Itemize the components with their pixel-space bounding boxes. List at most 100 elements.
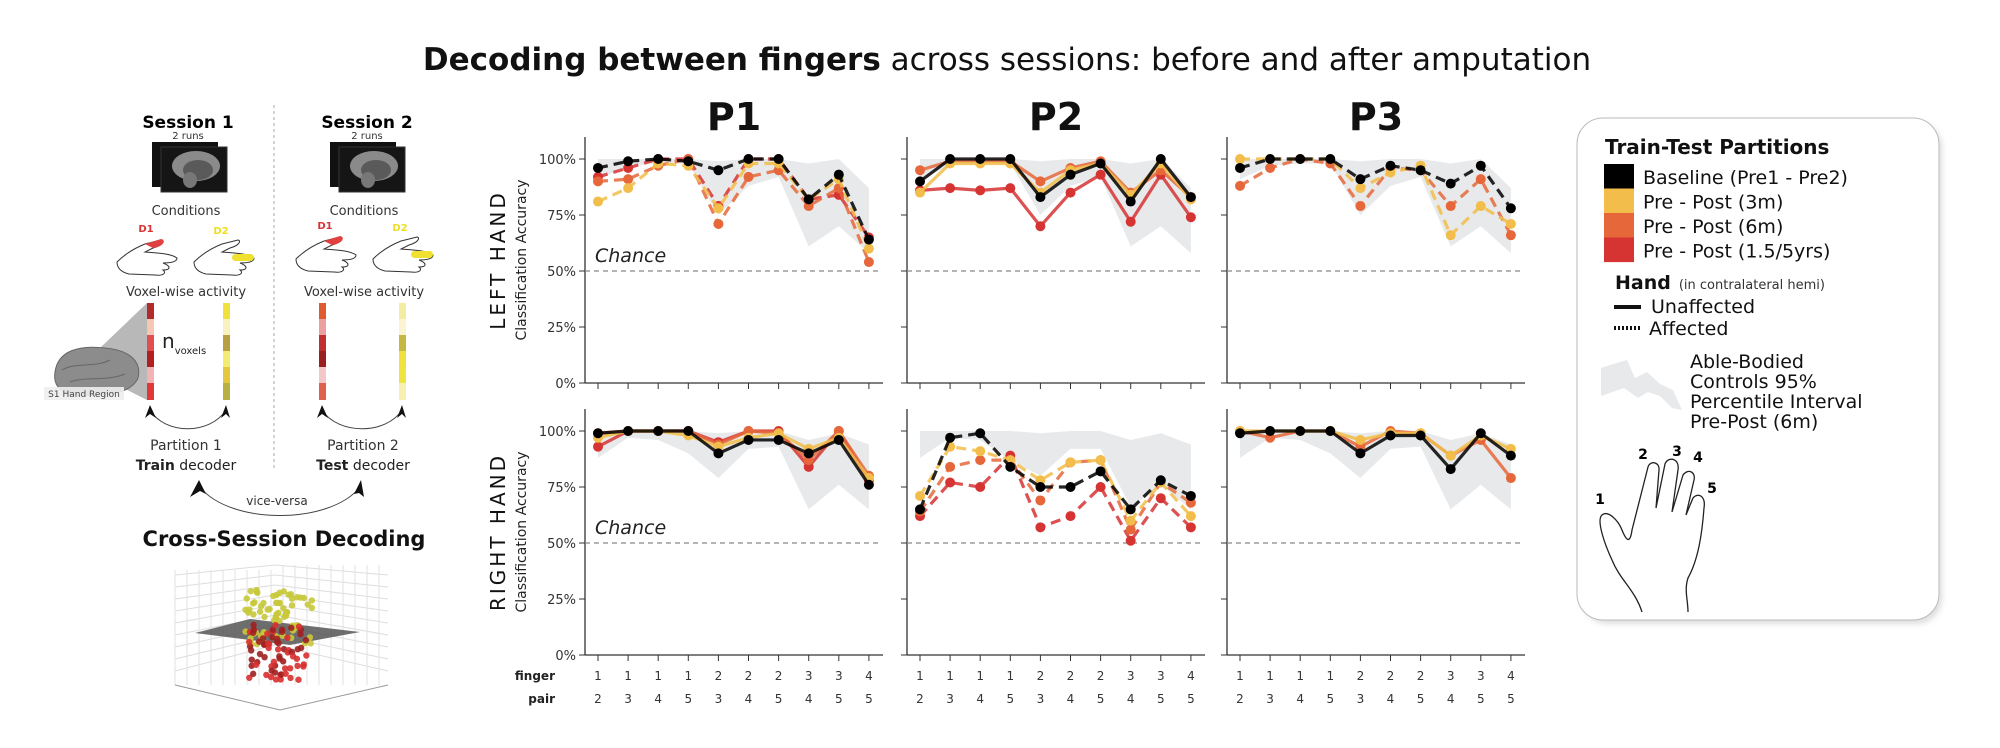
x-tick-finger: 1 [1266,669,1274,683]
data-point [863,257,874,268]
data-point [1125,515,1136,526]
d2-label: D2 [392,223,407,234]
finger-number: 3 [1672,444,1682,460]
data-point [1095,482,1106,492]
data-point [713,165,724,176]
y-axis-label: Classification Accuracy [514,180,530,341]
data-point [1035,482,1046,492]
data-point [1125,216,1136,227]
data-point [1295,426,1306,436]
n-voxels-label: nvoxels [162,329,206,357]
arrow-train [149,409,227,430]
data-point [713,448,724,459]
data-point [1475,174,1486,185]
y-tick-label: 25% [547,321,576,336]
data-point [743,154,754,164]
x-tick-pair: 3 [715,692,723,706]
data-point [833,434,844,445]
data-point [683,156,694,167]
data-point [1095,455,1106,466]
data-point [1065,457,1076,468]
legend-swatch-1 [1604,188,1634,214]
title-bold: Decoding between fingers [423,42,881,78]
d2-label: D2 [213,226,228,237]
arrow-test [321,409,403,430]
series-line [918,445,1193,523]
data-point [1185,490,1196,501]
data-point [1355,183,1366,194]
partition-1-label: Partition 1 [150,438,222,454]
decoding-3d-scatter-image [174,564,389,711]
legend-title: Train-Test Partitions [1605,135,1829,159]
series-line [1239,157,1513,236]
x-tick-pair: 5 [1187,692,1195,706]
data-point [1355,201,1366,212]
y-tick-label: 25% [547,593,576,608]
data-point [915,176,925,187]
y-tick-label: 100% [539,425,576,440]
data-point [1475,160,1486,171]
conditions-label: Conditions [152,204,221,219]
data-point [1125,196,1136,207]
series-0 [1235,154,1516,214]
data-point [1185,522,1196,533]
y-tick-label: 50% [547,265,576,280]
control-interval-band [920,431,1191,510]
data-point [1445,201,1456,212]
x-tick-pair: 5 [1417,692,1425,706]
session-1: Session 1 2 runs Conditions D1 D2 Voxel-… [44,113,255,474]
data-point [1505,450,1516,461]
data-point [1005,461,1016,472]
test-decoder-label: Test decoder [316,458,410,474]
data-point [1445,464,1456,475]
data-point [1065,169,1076,180]
x-tick-pair: 3 [1037,692,1045,706]
data-point [593,196,603,207]
control-interval-band [1240,159,1511,254]
x-tick-pair: 5 [1006,692,1014,706]
x-tick-finger: 1 [624,669,632,683]
x-tick-finger: 1 [946,669,954,683]
x-tick-finger: 4 [1507,669,1515,683]
legend-box: Train-Test Partitions Baseline (Pre1 - P… [1576,117,1942,624]
x-tick-pair: 4 [654,692,662,706]
partition-2-label: Partition 2 [327,438,399,454]
x-tick-finger: 1 [684,669,692,683]
data-point [623,156,634,167]
series-line [918,458,1192,532]
participant-title: P3 [1349,95,1403,139]
data-point [743,171,754,182]
x-tick-pair: 5 [1097,692,1105,706]
data-point [1235,162,1245,173]
data-point [1035,176,1046,187]
data-point [1415,430,1426,441]
brain-surface-image: S1 Hand Region [44,303,147,400]
data-point [1385,430,1396,441]
vice-versa-label: vice-versa [246,494,307,508]
x-tick-finger: 2 [1067,669,1075,683]
x-tick-finger: 3 [805,669,813,683]
voxel-activity-label: Voxel-wise activity [304,285,424,300]
x-tick-pair: 5 [865,692,873,706]
data-point [1415,165,1426,176]
x-tick-finger: 2 [775,669,783,683]
data-point [1445,230,1456,241]
legend-swatch-2 [1604,213,1634,238]
data-point [1505,203,1516,214]
panel-p2-right-hand: 1 2 1 3 1 4 1 5 2 3 2 4 2 5 3 4 3 5 4 5 [901,409,1205,706]
participant-title: P2 [1029,95,1083,139]
finger-row-label: finger [515,669,555,683]
legend-partition-label: Pre - Post (3m) [1643,192,1783,214]
pair-row-label: pair [528,692,555,706]
data-point [593,162,603,173]
x-tick-pair: 4 [1067,692,1075,706]
data-point [1095,158,1106,169]
data-point [915,490,925,501]
data-point [1155,475,1166,486]
data-point [623,183,634,194]
vice-versa-arrow [199,486,361,516]
legend-affected: Affected [1649,318,1728,340]
data-point [1475,428,1486,439]
x-tick-pair: 4 [1127,692,1135,706]
